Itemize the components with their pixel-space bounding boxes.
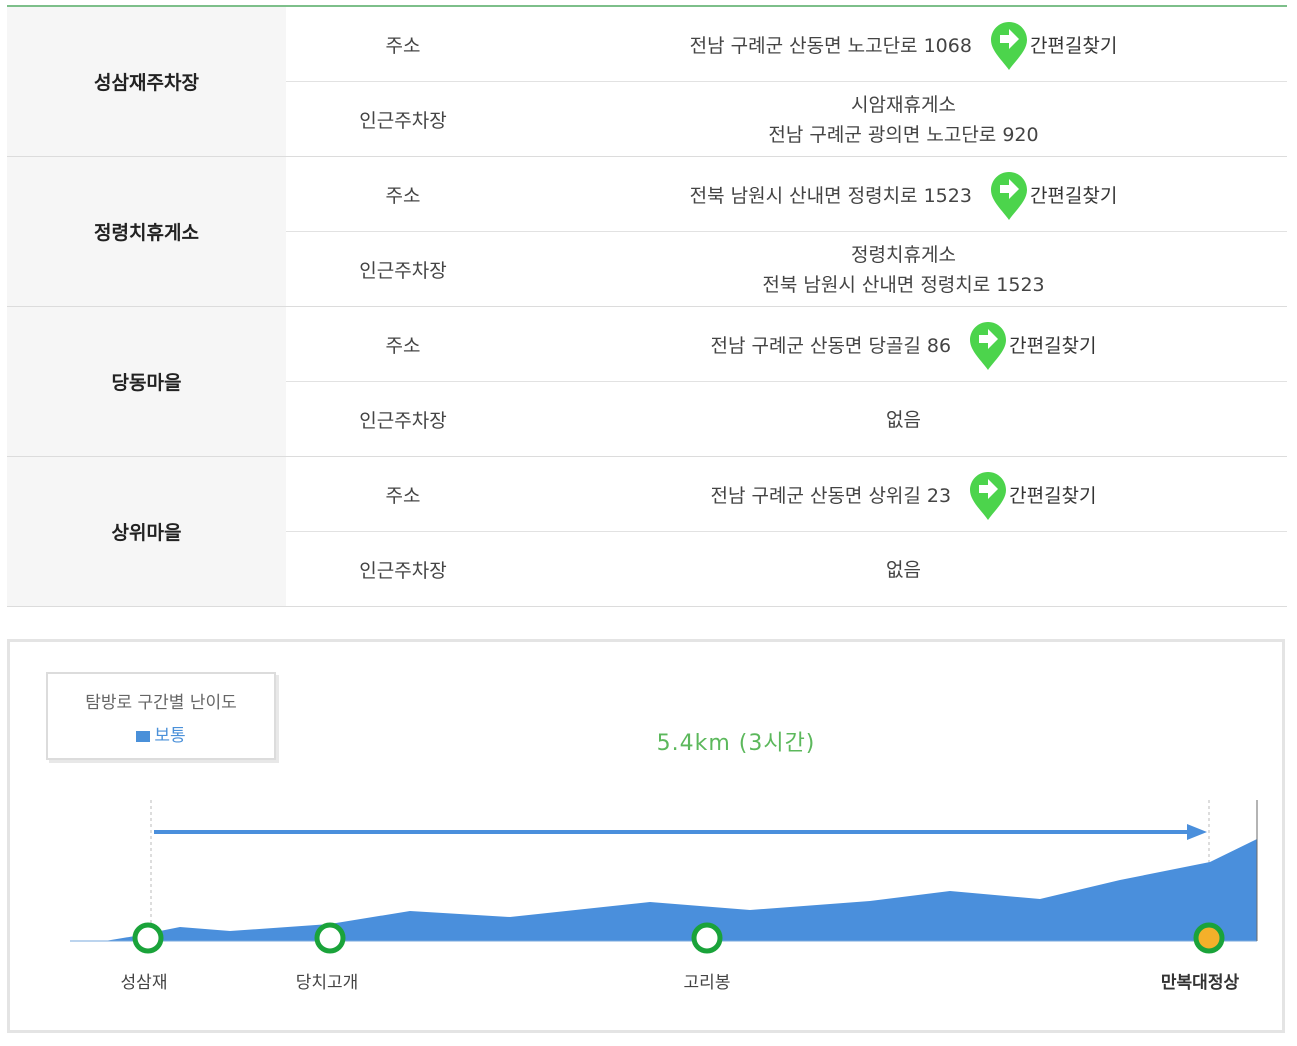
parking-info: 정령치휴게소 전북 남원시 산내면 정령치로 1523 <box>762 240 1044 300</box>
parking-name: 시암재휴게소 <box>851 93 956 116</box>
trailhead-name: 성삼재주차장 <box>7 7 286 156</box>
parking-row: 인근주차장 없음 <box>286 532 1287 607</box>
parking-row: 인근주차장 정령치휴게소 전북 남원시 산내면 정령치로 1523 <box>286 232 1287 307</box>
address-row: 주소 전남 구례군 산동면 노고단로 1068 간편길찾기 <box>286 7 1287 82</box>
directions-label: 간편길찾기 <box>1009 484 1097 507</box>
course-distance: 5.4km (3시간) <box>656 731 816 756</box>
legend-title: 탐방로 구간별 난이도 <box>85 693 237 713</box>
address-label: 주소 <box>385 34 421 57</box>
parking-name: 없음 <box>886 558 921 581</box>
waypoint-marker <box>314 922 346 954</box>
map-pin-arrow-icon <box>970 472 1007 520</box>
legend-item: 보통 <box>154 726 186 746</box>
directions-button[interactable]: 간편길찾기 <box>969 467 1097 521</box>
parking-label: 인근주차장 <box>359 110 447 132</box>
trailhead-table: 성삼재주차장 주소 전남 구례군 산동면 노고단로 1068 간편길찾기 인근주… <box>7 7 1287 607</box>
waypoint-label: 성삼재 <box>120 973 168 993</box>
parking-info: 시암재휴게소 전남 구례군 광의면 노고단로 920 <box>768 90 1038 150</box>
parking-row: 인근주차장 시암재휴게소 전남 구례군 광의면 노고단로 920 <box>286 82 1287 157</box>
address-text: 전북 남원시 산내면 정령치로 1523 <box>689 184 972 207</box>
trailhead-row: 상위마을 주소 전남 구례군 산동면 상위길 23 간편길찾기 인근주차장 <box>7 457 1287 607</box>
trailhead-name: 상위마을 <box>7 457 286 606</box>
address-row: 주소 전남 구례군 산동면 당골길 86 간편길찾기 <box>286 307 1287 382</box>
waypoint-marker-start <box>132 922 164 954</box>
address-label: 주소 <box>385 334 421 357</box>
table-top-border <box>7 5 1287 7</box>
directions-button[interactable]: 간편길찾기 <box>990 17 1117 71</box>
directions-label: 간편길찾기 <box>1009 334 1097 357</box>
directions-label: 간편길찾기 <box>1029 184 1118 207</box>
address-label: 주소 <box>385 184 421 207</box>
map-pin-arrow-icon <box>970 322 1007 370</box>
address-row: 주소 전남 구례군 산동면 상위길 23 간편길찾기 <box>286 457 1287 532</box>
trailhead-row: 정령치휴게소 주소 전북 남원시 산내면 정령치로 1523 간편길찾기 인근주… <box>7 157 1287 307</box>
map-pin-arrow-icon <box>990 22 1027 70</box>
waypoint-label: 당치고개 <box>295 973 359 993</box>
parking-info: 없음 <box>886 405 921 435</box>
parking-address: 전남 구례군 광의면 노고단로 920 <box>768 123 1039 146</box>
waypoint-marker <box>691 922 723 954</box>
waypoint-label: 고리봉 <box>683 973 731 993</box>
trailhead-row: 성삼재주차장 주소 전남 구례군 산동면 노고단로 1068 간편길찾기 인근주… <box>7 7 1287 157</box>
parking-name: 없음 <box>886 408 921 431</box>
trailhead-name: 정령치휴게소 <box>7 157 286 306</box>
parking-label: 인근주차장 <box>359 260 447 282</box>
elevation-area <box>70 839 1257 941</box>
address-label: 주소 <box>385 484 421 507</box>
elevation-profile <box>70 800 1258 954</box>
map-pin-arrow-icon <box>990 172 1027 220</box>
legend-swatch <box>136 730 151 742</box>
directions-label: 간편길찾기 <box>1029 34 1118 57</box>
parking-label: 인근주차장 <box>359 560 447 582</box>
address-text: 전남 구례군 산동면 당골길 86 <box>710 334 952 357</box>
address-row: 주소 전북 남원시 산내면 정령치로 1523 간편길찾기 <box>286 157 1287 232</box>
waypoint-label-summit: 만복대정상 <box>1160 973 1240 993</box>
directions-button[interactable]: 간편길찾기 <box>990 167 1117 221</box>
directions-button[interactable]: 간편길찾기 <box>969 317 1097 371</box>
parking-address: 전북 남원시 산내면 정령치로 1523 <box>762 273 1045 296</box>
address-text: 전남 구례군 산동면 노고단로 1068 <box>689 34 972 57</box>
parking-row: 인근주차장 없음 <box>286 382 1287 457</box>
direction-arrowhead <box>1187 824 1207 840</box>
parking-info: 없음 <box>886 555 921 585</box>
address-text: 전남 구례군 산동면 상위길 23 <box>710 484 952 507</box>
course-profile-panel: 탐방로 구간별 난이도 보통 5.4km (3시간) 성삼재 당치고개 고리봉 … <box>7 639 1285 1033</box>
trailhead-name: 당동마을 <box>7 307 286 456</box>
trailhead-row: 당동마을 주소 전남 구례군 산동면 당골길 86 간편길찾기 인근주차장 <box>7 307 1287 457</box>
parking-name: 정령치휴게소 <box>851 243 956 266</box>
difficulty-legend: 탐방로 구간별 난이도 보통 <box>46 672 276 760</box>
waypoint-marker-summit <box>1193 922 1225 954</box>
parking-label: 인근주차장 <box>359 410 447 432</box>
